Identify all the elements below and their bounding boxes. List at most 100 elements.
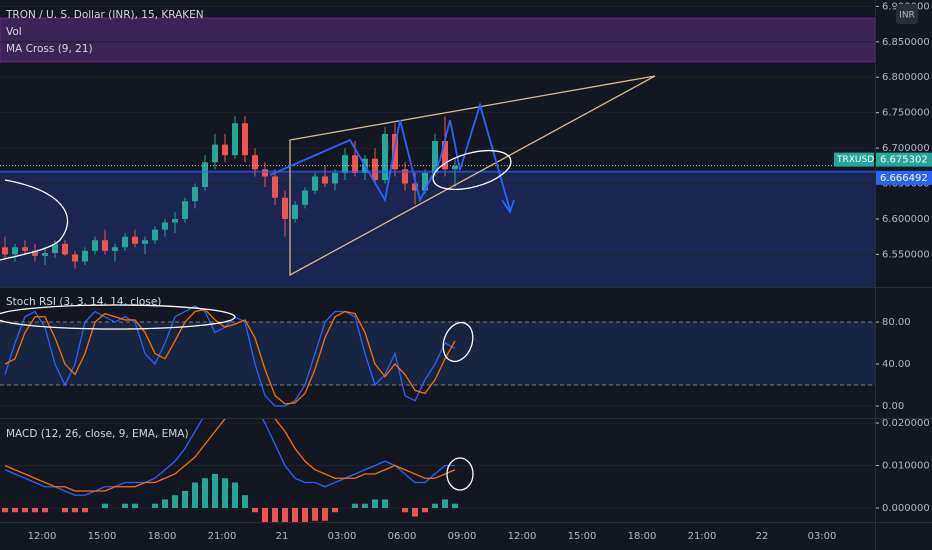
y-tick-label: 0.000000 [882,503,930,514]
histogram-bar [372,499,378,508]
x-tick-label: 15:00 [88,531,117,542]
candle-body [152,229,158,241]
histogram-bar [352,503,358,508]
candle-body [272,176,278,198]
candle-body [382,133,388,180]
histogram-bar [322,507,328,521]
candle-body [322,176,328,184]
indicator-line [4,305,456,407]
histogram-bar [62,507,68,513]
candle-body [132,236,138,244]
histogram-bar [442,499,448,508]
histogram-bar [452,503,458,508]
candle-body [282,197,288,219]
indicator-label: Stoch RSI (3, 3, 14, 14, close) [6,296,161,308]
candle-body [252,155,258,170]
indicator-line [4,308,456,405]
candle-body [142,240,148,244]
candle-body [72,254,78,262]
candle-body [2,247,8,255]
candle-body [182,201,188,219]
histogram-bar [82,507,88,513]
histogram-bar [232,482,238,508]
candle-body [392,133,398,170]
currency-label[interactable]: INR [899,11,915,21]
histogram-bar [22,507,28,513]
indicator-label: MACD (12, 26, close, 9, EMA, EMA) [6,428,189,440]
candle-body [102,240,108,251]
histogram-bar [242,495,248,508]
candle-body [52,243,58,253]
price-badge [876,152,932,167]
x-tick-label: 03:00 [808,531,837,542]
y-tick-label: 40.00 [882,359,911,370]
candle-body [202,162,208,188]
candle-body [112,247,118,251]
histogram-bar [252,507,258,513]
histogram-bar [312,507,318,521]
histogram-bar [382,499,388,508]
histogram-bar [192,482,198,508]
price-label: 6.666492 [880,173,928,184]
histogram-bar [2,507,8,513]
candle-body [412,183,418,191]
y-tick-label: 0.00 [882,401,904,412]
histogram-bar [122,503,128,508]
histogram-bar [332,507,338,513]
price-badge [876,170,932,185]
symbol-label: TRXUSD [836,155,874,165]
x-tick-label: 21:00 [688,531,717,542]
histogram-bar [202,478,208,508]
candle-body [22,247,28,251]
candle-body [332,172,338,184]
x-tick-label: 21 [276,531,289,542]
y-tick-label: 6.850000 [882,37,930,48]
candle-body [232,123,238,156]
candle-body [192,187,198,202]
histogram-bar [152,503,158,508]
candle-body [432,141,438,173]
histogram-bar [12,507,18,513]
histogram-bar [102,503,108,508]
candle-body [82,250,88,262]
histogram-bar [282,507,288,522]
indicator-line [4,419,456,492]
histogram-bar [292,507,298,522]
x-tick-label: 21:00 [208,531,237,542]
candle-body [242,123,248,156]
candle-body [42,252,48,256]
x-tick-label: 12:00 [508,531,537,542]
candle-body [172,218,178,223]
histogram-bar [162,499,168,508]
indicator-label: Vol [6,26,22,38]
histogram-bar [262,507,268,522]
currency-badge[interactable] [896,4,918,24]
histogram-bar [432,503,438,508]
y-tick-label: 6.550000 [882,249,930,260]
y-tick-label: 6.700000 [882,143,930,154]
candle-body [32,250,38,256]
y-tick-label: 6.600000 [882,214,930,225]
zone-band [0,170,875,287]
zone-band [0,17,876,63]
x-tick-label: 03:00 [328,531,357,542]
candle-body [302,190,308,205]
histogram-bar [222,478,228,508]
histogram-bar [32,507,38,513]
x-tick-label: 18:00 [148,531,177,542]
candle-body [452,165,458,170]
x-tick-label: 12:00 [28,531,57,542]
candle-body [162,222,168,230]
histogram-bar [412,507,418,517]
symbol-badge [834,152,874,167]
histogram-bar [212,473,218,508]
candle-body [442,141,448,170]
x-tick-label: 06:00 [388,531,417,542]
y-tick-label: 80.00 [882,317,911,328]
price-label: 6.675302 [880,155,928,166]
candle-body [342,155,348,173]
histogram-bar [72,507,78,513]
histogram-bar [132,503,138,508]
x-tick-label: 09:00 [448,531,477,542]
